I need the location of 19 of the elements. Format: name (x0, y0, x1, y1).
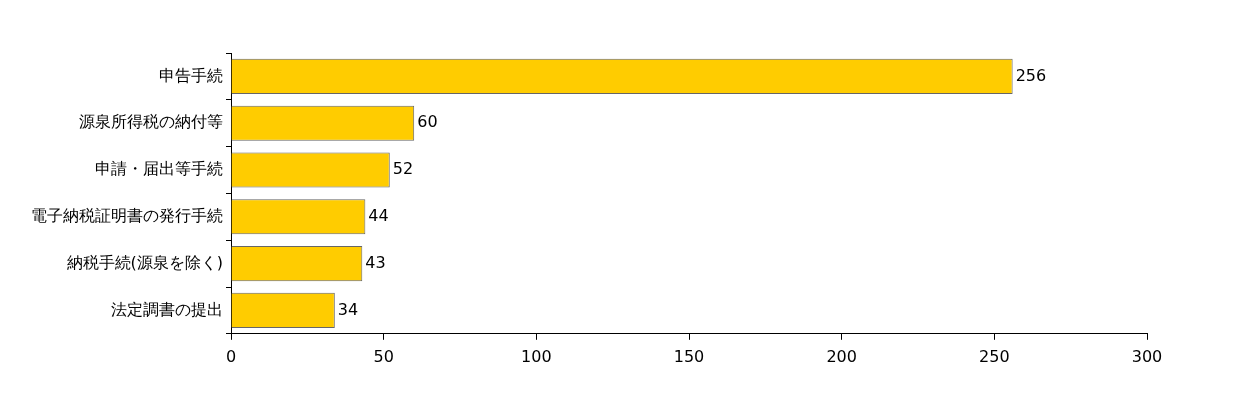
x-tick-label: 250 (979, 346, 1010, 366)
x-tick-label: 300 (1131, 346, 1163, 366)
y-tick-label: 法定調書の提出 (111, 299, 223, 319)
y-tick-label: 申請・届出等手続 (95, 159, 223, 179)
data-label: 256 (1015, 65, 1047, 85)
data-label: 52 (392, 159, 414, 179)
data-label: 44 (368, 205, 389, 225)
data-label: 34 (337, 299, 359, 319)
data-label: 60 (417, 112, 438, 132)
y-tick-label: 電子納税証明書の発行手続 (31, 205, 223, 225)
x-tick-label: 100 (521, 346, 552, 366)
y-tick-label: 申告手続 (159, 65, 223, 85)
y-tick-label: 源泉所得税の納付等 (79, 112, 223, 132)
x-tick-label: 200 (826, 346, 857, 366)
x-tick-label: 50 (373, 346, 394, 366)
data-label: 43 (365, 252, 386, 272)
y-tick-label: 納税手続(源泉を除く) (66, 252, 223, 272)
x-tick-label: 150 (673, 346, 705, 366)
x-tick-label: 0 (225, 346, 237, 366)
